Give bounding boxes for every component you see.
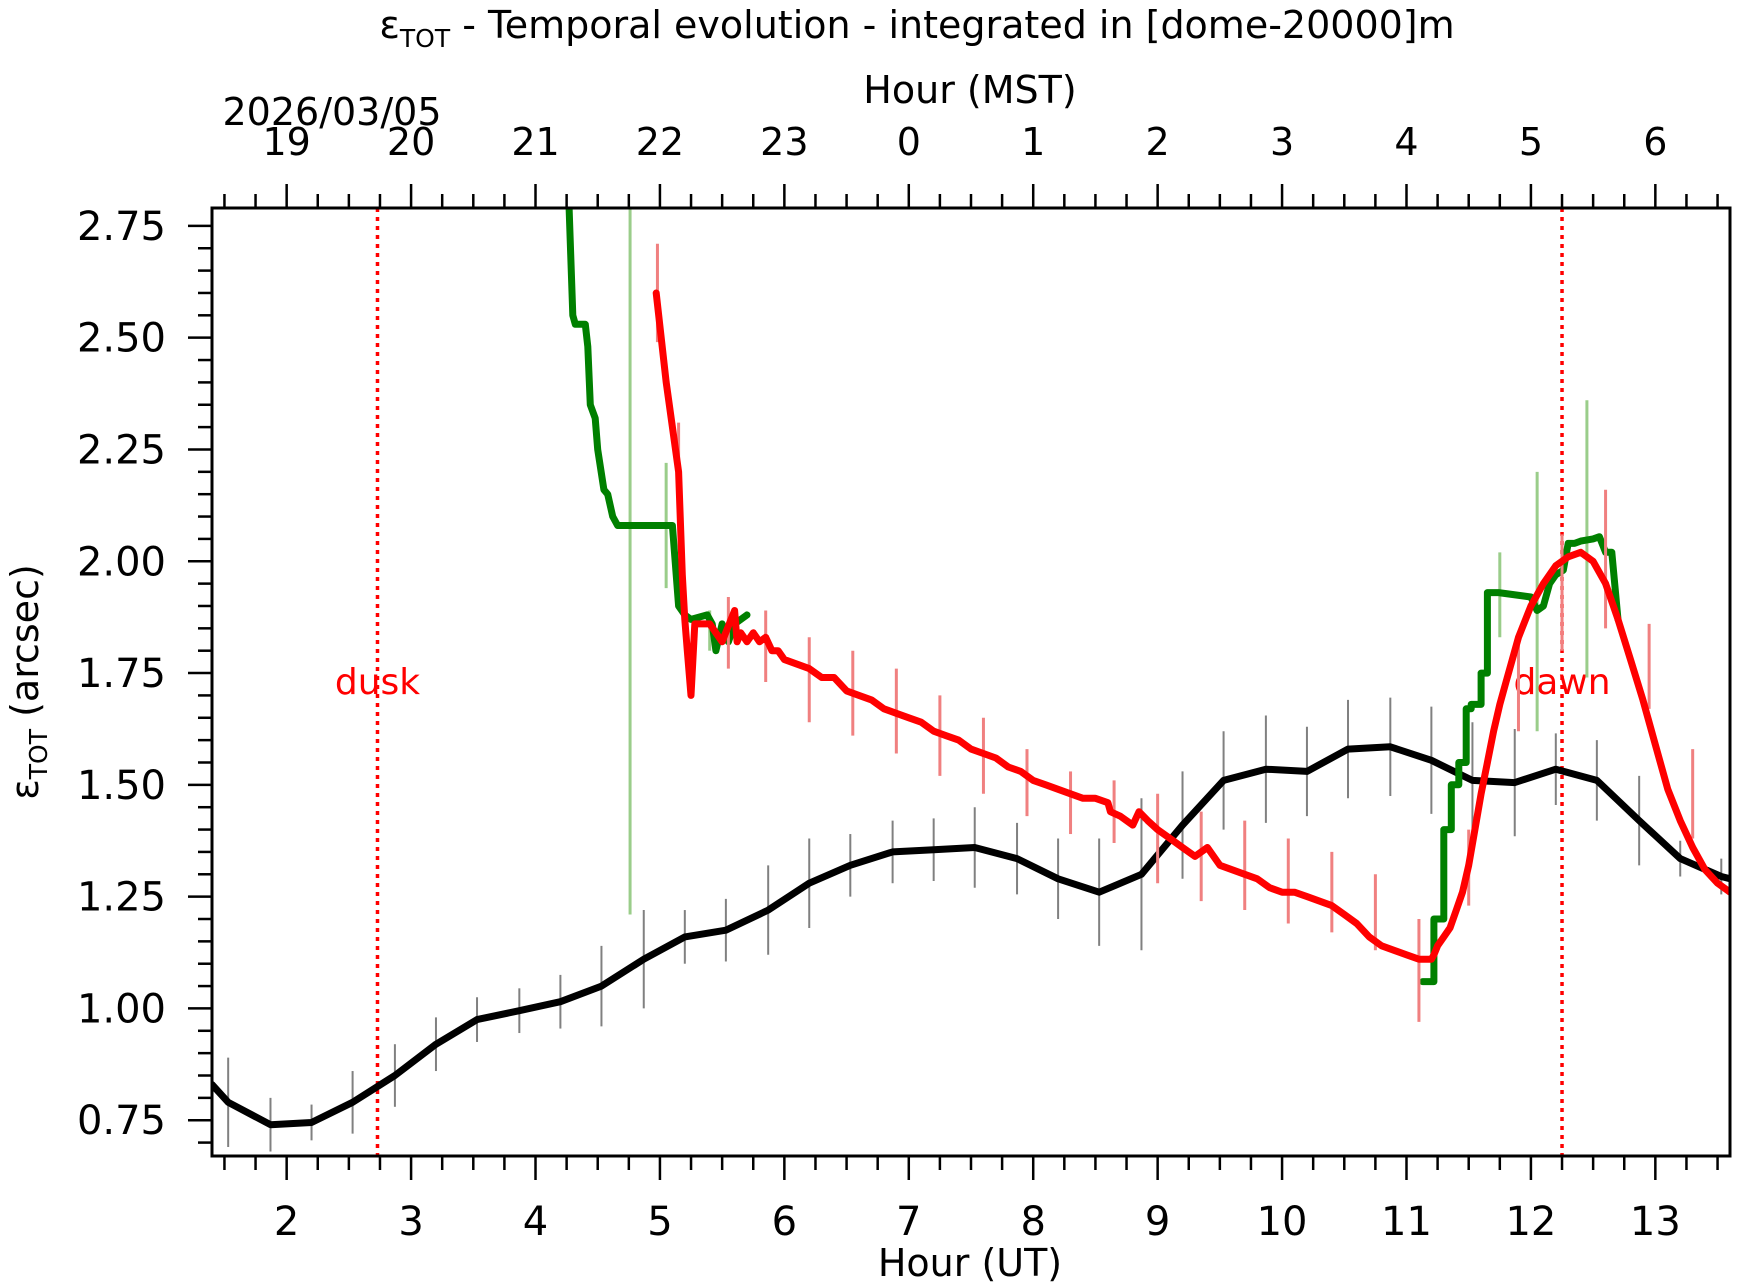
x2-tick-label: 22: [636, 120, 684, 164]
x-tick-label: 2: [274, 1199, 299, 1245]
ylabel-sub: TOT: [24, 728, 53, 780]
x-tick-label: 7: [896, 1199, 921, 1245]
series-2-line: [1419, 533, 1622, 986]
y-tick-label: 1.50: [77, 763, 166, 809]
y-tick-label: 1.75: [77, 651, 166, 697]
x-tick-label: 10: [1257, 1199, 1308, 1245]
x2-tick-label: 0: [897, 120, 921, 164]
x2-tick-label: 19: [262, 120, 310, 164]
x-tick-label: 6: [772, 1199, 797, 1245]
x2-tick-label: 6: [1643, 120, 1667, 164]
date-label: 2026/03/05: [222, 90, 441, 134]
chart-title: εTOT - Temporal evolution - integrated i…: [379, 3, 1454, 53]
x2-tick-label: 2: [1146, 120, 1170, 164]
x2-tick-label: 21: [511, 120, 559, 164]
x2-tick-label: 5: [1519, 120, 1543, 164]
x-tick-label: 11: [1381, 1199, 1432, 1245]
x-tick-label: 13: [1630, 1199, 1681, 1245]
y-tick-label: 0.75: [77, 1098, 166, 1144]
x2-tick-label: 20: [387, 120, 435, 164]
y-tick-label: 1.00: [77, 986, 166, 1032]
x-tick-label: 4: [523, 1199, 548, 1245]
series-0-line: [212, 743, 1730, 1129]
y-tick-label: 2.75: [77, 204, 166, 250]
title-sub: TOT: [399, 24, 451, 53]
y-tick-label: 1.25: [77, 875, 166, 921]
series-3-line: [652, 289, 1730, 963]
y-tick-label: 2.25: [77, 427, 166, 473]
data-layer: dusk dawn: [212, 208, 1730, 1156]
x2-tick-label: 23: [760, 120, 808, 164]
y-tick-label: 2.50: [77, 316, 166, 362]
title-main: ε: [379, 3, 400, 47]
x-tick-label: 8: [1020, 1199, 1045, 1245]
x2-tick-label: 3: [1270, 120, 1294, 164]
x2-axis-title: Hour (MST): [863, 68, 1076, 112]
annotation-dawn: dawn: [1513, 662, 1610, 703]
ylabel-main: ε: [3, 779, 47, 800]
title-rest: - Temporal evolution - integrated in [do…: [450, 3, 1455, 47]
y-axis-title: εTOT (arcsec): [3, 564, 53, 800]
plot-frame: [210, 206, 1732, 1158]
x-tick-label: 12: [1505, 1199, 1556, 1245]
annotation-dusk: dusk: [335, 662, 420, 703]
ylabel-rest: (arcsec): [3, 564, 47, 729]
x2-tick-label: 1: [1021, 120, 1045, 164]
y-tick-label: 2.00: [77, 539, 166, 585]
x-tick-label: 3: [398, 1199, 423, 1245]
x-tick-label: 9: [1145, 1199, 1170, 1245]
x-axis-title: Hour (UT): [878, 1241, 1062, 1282]
x2-tick-label: 4: [1394, 120, 1418, 164]
x-tick-label: 5: [647, 1199, 672, 1245]
